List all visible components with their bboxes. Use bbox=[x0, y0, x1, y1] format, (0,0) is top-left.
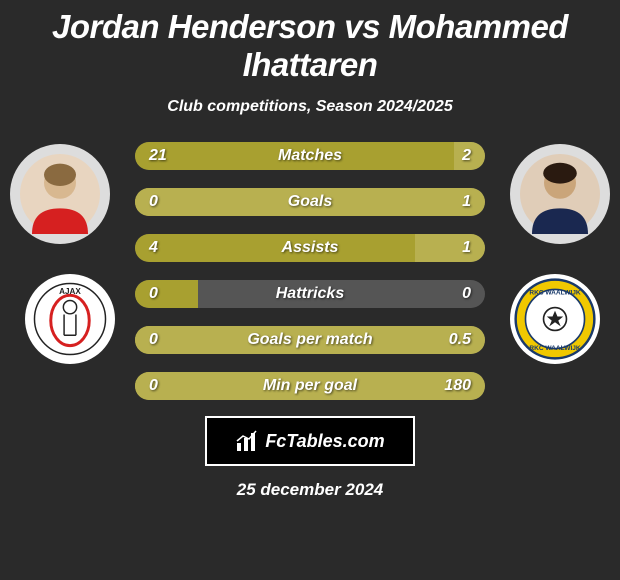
stat-value-right: 180 bbox=[444, 377, 471, 395]
stat-label: Assists bbox=[135, 239, 485, 257]
team-crest-icon: RKC WAALWIJK RKC WAALWIJK bbox=[514, 278, 596, 360]
svg-text:RKC WAALWIJK: RKC WAALWIJK bbox=[529, 289, 581, 296]
stat-value-right: 0.5 bbox=[449, 331, 471, 349]
stat-label: Matches bbox=[135, 147, 485, 165]
stat-value-right: 1 bbox=[462, 239, 471, 257]
stat-row: 0Hattricks0 bbox=[135, 280, 485, 308]
stat-row: 0Goals per match0.5 bbox=[135, 326, 485, 354]
stat-value-right: 2 bbox=[462, 147, 471, 165]
stat-label: Goals bbox=[135, 193, 485, 211]
player-left-avatar bbox=[10, 144, 110, 244]
stat-label: Hattricks bbox=[135, 285, 485, 303]
stat-bars: 21Matches20Goals14Assists10Hattricks00Go… bbox=[135, 142, 485, 418]
svg-text:AJAX: AJAX bbox=[59, 287, 81, 296]
brand-text: FcTables.com bbox=[265, 431, 384, 452]
svg-text:RKC WAALWIJK: RKC WAALWIJK bbox=[529, 345, 581, 352]
stat-row: 4Assists1 bbox=[135, 234, 485, 262]
stat-value-right: 1 bbox=[462, 193, 471, 211]
stat-row: 0Goals1 bbox=[135, 188, 485, 216]
stat-label: Goals per match bbox=[135, 331, 485, 349]
stat-value-right: 0 bbox=[462, 285, 471, 303]
player-left-team-logo: AJAX bbox=[25, 274, 115, 364]
person-icon bbox=[520, 154, 600, 234]
stat-label: Min per goal bbox=[135, 377, 485, 395]
comparison-card: Jordan Henderson vs Mohammed Ihattaren C… bbox=[0, 0, 620, 500]
brand-badge: FcTables.com bbox=[205, 416, 415, 466]
page-title: Jordan Henderson vs Mohammed Ihattaren bbox=[0, 0, 620, 88]
team-crest-icon: AJAX bbox=[33, 282, 107, 356]
person-icon bbox=[20, 154, 100, 234]
footer-date: 25 december 2024 bbox=[0, 480, 620, 500]
comparison-area: AJAX RKC WAALWIJK RKC WAALWIJK 21Matches… bbox=[0, 134, 620, 404]
chart-icon bbox=[235, 429, 259, 453]
player-right-team-logo: RKC WAALWIJK RKC WAALWIJK bbox=[510, 274, 600, 364]
player-right-avatar bbox=[510, 144, 610, 244]
subtitle: Club competitions, Season 2024/2025 bbox=[0, 88, 620, 134]
stat-row: 21Matches2 bbox=[135, 142, 485, 170]
stat-row: 0Min per goal180 bbox=[135, 372, 485, 400]
